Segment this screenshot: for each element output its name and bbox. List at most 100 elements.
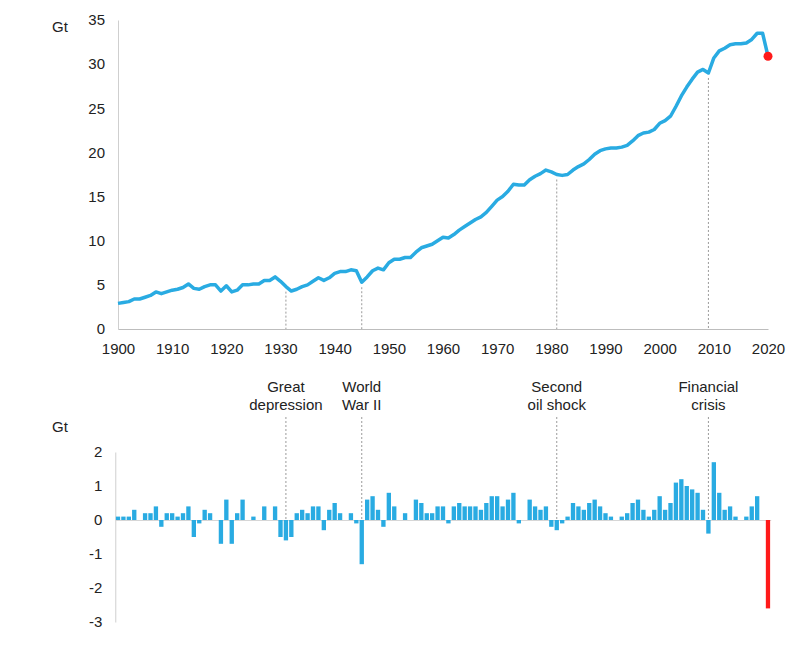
bar	[159, 520, 163, 527]
x-tick-label: 1970	[481, 340, 514, 357]
bar	[723, 510, 727, 520]
y-tick-label: 15	[88, 188, 105, 205]
bar	[360, 520, 364, 564]
bar	[365, 500, 369, 520]
bar	[381, 520, 385, 527]
bar	[251, 517, 255, 520]
annotation-label-line: oil shock	[528, 396, 587, 413]
x-tick: 1940	[318, 329, 351, 357]
bar	[636, 500, 640, 520]
x-tick-label: 1910	[156, 340, 189, 357]
x-tick: 1960	[427, 329, 460, 357]
annotation-guide	[556, 180, 557, 330]
bar	[273, 506, 277, 520]
annotation-label-line: War II	[342, 396, 381, 413]
y-tick-label: 35	[88, 11, 105, 28]
bar	[322, 520, 326, 530]
y-tick-label: -2	[89, 579, 102, 596]
x-tick: 1910	[156, 329, 189, 357]
bar	[311, 506, 315, 520]
bar	[614, 520, 618, 521]
bar	[262, 506, 266, 520]
bar	[398, 520, 402, 521]
annotation-guide	[708, 417, 709, 520]
y-tick: 2	[94, 443, 115, 460]
bar	[544, 506, 548, 520]
bar	[235, 513, 239, 520]
bar	[289, 520, 293, 537]
bar	[690, 489, 694, 520]
x-tick-label: 1920	[210, 340, 243, 357]
y-tick-label: 0	[94, 511, 102, 528]
bar	[760, 520, 764, 521]
bar	[479, 510, 483, 520]
bar	[549, 520, 553, 527]
bar	[717, 493, 721, 520]
bar	[170, 513, 174, 520]
bar	[739, 520, 743, 521]
bar	[755, 496, 759, 520]
bar	[327, 510, 331, 520]
bar	[148, 513, 152, 520]
y-tick: 10	[88, 232, 118, 249]
y-tick: -2	[89, 579, 115, 596]
y-tick-label: 1	[94, 477, 102, 494]
bar	[674, 483, 678, 520]
x-tick: 1980	[535, 329, 568, 357]
y-tick: 0	[94, 511, 115, 528]
y-tick: 20	[88, 144, 118, 161]
bar	[305, 513, 309, 520]
x-axis	[116, 520, 771, 521]
bar	[154, 506, 158, 520]
x-tick-label: 1960	[427, 340, 460, 357]
x-tick: 1950	[373, 329, 406, 357]
bar	[268, 520, 272, 521]
bar	[121, 517, 125, 520]
bar	[175, 517, 179, 520]
bar	[733, 517, 737, 520]
bar	[706, 520, 710, 534]
bar	[376, 510, 380, 520]
bar	[484, 503, 488, 520]
annotation-guide	[556, 417, 557, 520]
bar	[701, 510, 705, 520]
y-axis-line	[115, 453, 116, 623]
bar	[246, 520, 250, 521]
x-tick-label: 1990	[589, 340, 622, 357]
bar	[603, 513, 607, 520]
bar	[668, 503, 672, 520]
bar	[333, 503, 337, 520]
y-tick-label: 25	[88, 100, 105, 117]
annotation-guide	[361, 287, 362, 329]
bar	[576, 506, 580, 520]
x-axis: 1900191019201930194019501960197019801990…	[102, 329, 785, 357]
bar	[441, 506, 445, 520]
y-axis: -3-2-1012	[89, 443, 116, 630]
bar	[528, 500, 532, 520]
y-tick-label: 30	[88, 55, 105, 72]
bar	[408, 520, 412, 521]
bar	[538, 510, 542, 520]
bar	[500, 506, 504, 520]
y-tick: 35	[88, 11, 118, 28]
annotation-label-line: Second	[531, 378, 582, 395]
y-tick-label: -1	[89, 545, 102, 562]
bar	[224, 500, 228, 520]
bar	[630, 503, 634, 520]
chart-svg: Gt05101520253035190019101920193019401950…	[0, 0, 800, 650]
bar	[522, 520, 526, 521]
bar	[143, 513, 147, 520]
bar	[208, 513, 212, 520]
bar	[300, 510, 304, 520]
x-axis-line	[119, 329, 769, 330]
bar	[685, 486, 689, 520]
bar	[641, 510, 645, 520]
bar	[203, 510, 207, 520]
bar	[132, 510, 136, 520]
bar	[349, 513, 353, 520]
bar	[138, 520, 142, 521]
x-tick-label: 2010	[698, 340, 731, 357]
y-tick: 30	[88, 55, 118, 72]
bar	[652, 510, 656, 520]
bar	[446, 520, 450, 523]
